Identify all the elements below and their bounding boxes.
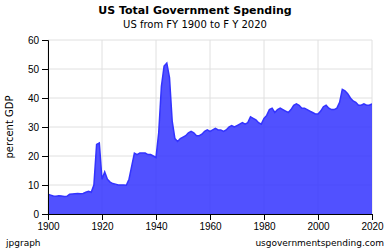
tick-mark bbox=[156, 214, 157, 220]
tick: 2020 bbox=[361, 214, 384, 232]
tick-label: 10 bbox=[28, 180, 40, 191]
tick: 2000 bbox=[307, 214, 330, 232]
tick: 1980 bbox=[253, 214, 276, 232]
annotation: jpgraph bbox=[5, 238, 41, 248]
tick-mark bbox=[42, 185, 48, 186]
tick: 1960 bbox=[199, 214, 222, 232]
tick-label: 1960 bbox=[199, 221, 222, 232]
tick-label: 0 bbox=[33, 209, 39, 220]
tick: 0 bbox=[33, 209, 48, 220]
tick-mark bbox=[42, 40, 48, 41]
title: US Total Government Spending bbox=[98, 4, 291, 17]
tick-mark bbox=[42, 156, 48, 157]
tick-label: 50 bbox=[28, 64, 40, 75]
y-axis-line bbox=[42, 41, 49, 215]
tick-label: 1920 bbox=[91, 221, 114, 232]
y-axis: 0 10 20 30 40 50 60 bbox=[28, 35, 49, 220]
area bbox=[48, 63, 372, 214]
grid bbox=[48, 40, 372, 214]
tick-label: 2000 bbox=[307, 221, 330, 232]
subtitle: US from FY 1900 to F Y 2020 bbox=[123, 19, 267, 30]
tick-mark bbox=[42, 214, 48, 215]
tick: 10 bbox=[28, 180, 48, 191]
tick-label: 40 bbox=[28, 93, 40, 104]
tick-label: 60 bbox=[28, 35, 40, 46]
tick-label: 1940 bbox=[145, 221, 168, 232]
chart: US Total Government Spending US from FY 1… bbox=[0, 0, 390, 250]
tick: 60 bbox=[28, 35, 48, 46]
grid-line bbox=[48, 69, 372, 70]
tick-mark bbox=[264, 214, 265, 220]
tick-mark bbox=[42, 98, 48, 99]
tick: 50 bbox=[28, 64, 48, 75]
tick-mark bbox=[372, 214, 373, 220]
tick: 40 bbox=[28, 93, 48, 104]
x-axis: 1900 1920 1940 1960 1980 2000 2020 bbox=[37, 214, 384, 232]
plot: 1900 1920 1940 1960 1980 2000 2020 0 10 20 30 40 50 6… bbox=[28, 35, 384, 232]
tick-mark bbox=[102, 214, 103, 220]
grid-line bbox=[48, 40, 372, 41]
tick-mark bbox=[42, 69, 48, 70]
tick: 1920 bbox=[91, 214, 114, 232]
tick-label: 1980 bbox=[253, 221, 276, 232]
tick-label: 1900 bbox=[37, 221, 60, 232]
tick: 30 bbox=[28, 122, 48, 133]
line bbox=[48, 63, 372, 196]
tick-mark bbox=[210, 214, 211, 220]
tick-label: 20 bbox=[28, 151, 40, 162]
tick-mark bbox=[42, 127, 48, 128]
tick-mark bbox=[318, 214, 319, 220]
tick-label: 30 bbox=[28, 122, 40, 133]
tick: 20 bbox=[28, 151, 48, 162]
marks bbox=[48, 63, 372, 214]
tick: 1900 bbox=[37, 214, 60, 232]
y-axis-title: percent GDP bbox=[4, 96, 15, 159]
annotation: usgovernmentspending.com bbox=[255, 238, 384, 248]
tick: 1940 bbox=[145, 214, 168, 232]
x-axis-line bbox=[49, 215, 373, 221]
tick-label: 2020 bbox=[361, 221, 384, 232]
grid-line bbox=[48, 98, 372, 99]
